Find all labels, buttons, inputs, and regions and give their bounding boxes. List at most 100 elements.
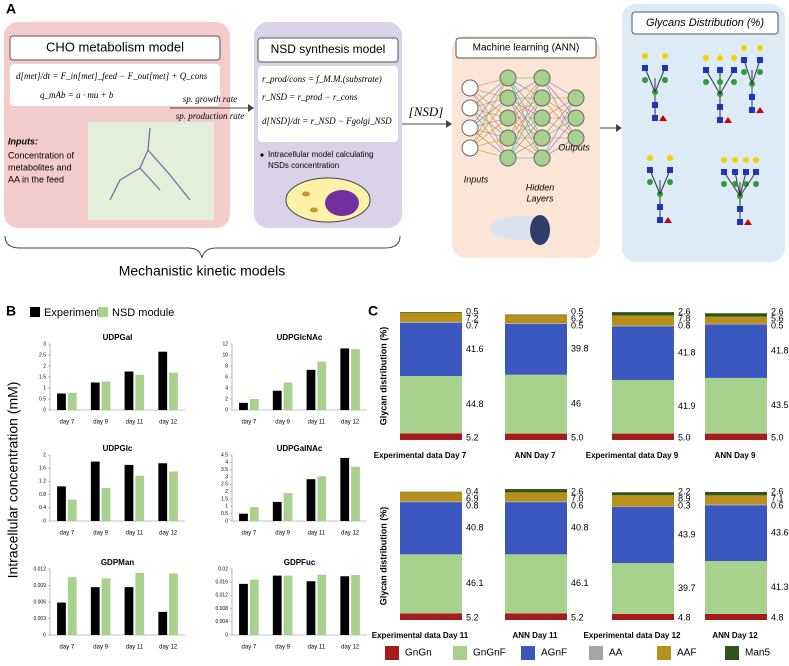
galactose [757, 45, 763, 51]
mannose [703, 79, 709, 85]
node [499, 149, 517, 167]
category-label: ANN Day 7 [515, 451, 556, 460]
bar-segment [505, 323, 567, 324]
y-axis-label: Intracellular concentration (mM) [5, 382, 21, 579]
node [461, 119, 479, 137]
title-box [455, 37, 597, 59]
glcnac [743, 169, 749, 175]
value-label: 41.6 [466, 344, 484, 354]
x-tick-label: day 7 [60, 420, 75, 426]
bar [239, 513, 248, 521]
node [461, 99, 479, 117]
category-label: Experimental data Day 9 [586, 451, 679, 460]
bar-segment [612, 563, 674, 614]
x-tick-label: day 7 [60, 531, 75, 537]
x-tick-label: day 11 [126, 645, 144, 651]
x-tick-label: day 7 [242, 645, 257, 651]
glycans-box [622, 4, 785, 262]
glycan-bond [654, 67, 666, 93]
edge [541, 97, 577, 139]
y-tick-label: 0.012 [33, 566, 46, 572]
x-tick-label: day 9 [275, 531, 290, 537]
y-tick-label: 3 [43, 341, 46, 347]
bar [239, 583, 248, 635]
x-tick-label: day 7 [242, 420, 257, 426]
subplot-title: GDPFuc [284, 558, 316, 567]
bar-segment [705, 613, 767, 620]
glycan-bond [659, 169, 671, 195]
glcnac [657, 204, 663, 210]
arrow-head [616, 124, 622, 132]
y-tick-label: 0 [225, 632, 228, 638]
value-label: 5.2 [466, 612, 479, 622]
edge [507, 97, 543, 159]
bar [67, 392, 77, 410]
bullet [260, 153, 264, 157]
glycan-bond [739, 171, 757, 197]
node [567, 109, 585, 127]
bar-segment [705, 313, 767, 317]
galactose [732, 157, 738, 163]
node [499, 109, 517, 127]
fucose [724, 117, 732, 123]
bar-segment [705, 495, 767, 505]
bar [340, 576, 350, 635]
y-tick-label: 0.009 [33, 583, 46, 589]
fucose [744, 219, 752, 225]
mannose [741, 69, 747, 75]
equation: q_mAb = a · mu + b [40, 90, 114, 100]
bar [306, 479, 316, 521]
node [533, 109, 551, 127]
glcnac [737, 206, 743, 212]
glcnac [731, 67, 737, 73]
y-tick-label: 0 [225, 518, 228, 524]
glycan-structures [642, 45, 764, 225]
y-tick-label: 0.012 [215, 593, 228, 599]
bar [57, 602, 66, 635]
value-label: 43.9 [678, 529, 696, 539]
legend-swatch [521, 646, 535, 660]
mannose [753, 181, 759, 187]
x-tick-label: day 11 [126, 531, 144, 537]
value-label: 44.8 [466, 399, 484, 409]
mannose [647, 179, 653, 185]
arrow-label: [NSD] [409, 104, 444, 119]
x-tick-label: day 12 [341, 420, 360, 426]
y-tick-label: 1.5 [221, 496, 228, 502]
y-tick-label: 0 [43, 518, 46, 524]
legend-swatch [453, 646, 467, 660]
y-tick-label: 0 [43, 407, 46, 413]
y-tick-label: 0.004 [215, 619, 228, 625]
galactose [667, 155, 673, 161]
equation-box [10, 64, 220, 106]
nucleus [325, 190, 359, 216]
value-label: 2.6 [771, 306, 784, 316]
glcnac [717, 104, 723, 110]
bar-segment [400, 554, 462, 614]
value-label: 2.6 [571, 486, 584, 496]
value-label: 0.5 [466, 306, 479, 316]
bar [124, 587, 134, 635]
y-tick-label: 0.4 [39, 505, 46, 511]
value-label: 39.7 [678, 583, 696, 593]
glycan-bond [705, 69, 721, 95]
y-tick-label: 4 [225, 460, 228, 466]
inputs-title: Inputs: [8, 136, 38, 146]
layer-label: Outputs [558, 142, 590, 152]
galactose [743, 157, 749, 163]
bar-segment [705, 324, 767, 378]
value-label: 0.6 [771, 500, 784, 510]
galactose [721, 157, 727, 163]
fucose [756, 107, 764, 113]
y-tick-label: 0.02 [218, 566, 228, 572]
legend-label: GnGn [405, 648, 432, 659]
edge [507, 77, 543, 119]
bar-segment [400, 312, 462, 322]
y-tick-label: 0.006 [33, 599, 46, 605]
bar [169, 372, 178, 410]
x-tick-label: day 7 [60, 645, 75, 651]
legend-swatch [725, 646, 739, 660]
layer-label: Inputs [464, 174, 489, 184]
bar [158, 611, 168, 635]
value-label: 5.0 [678, 432, 691, 442]
